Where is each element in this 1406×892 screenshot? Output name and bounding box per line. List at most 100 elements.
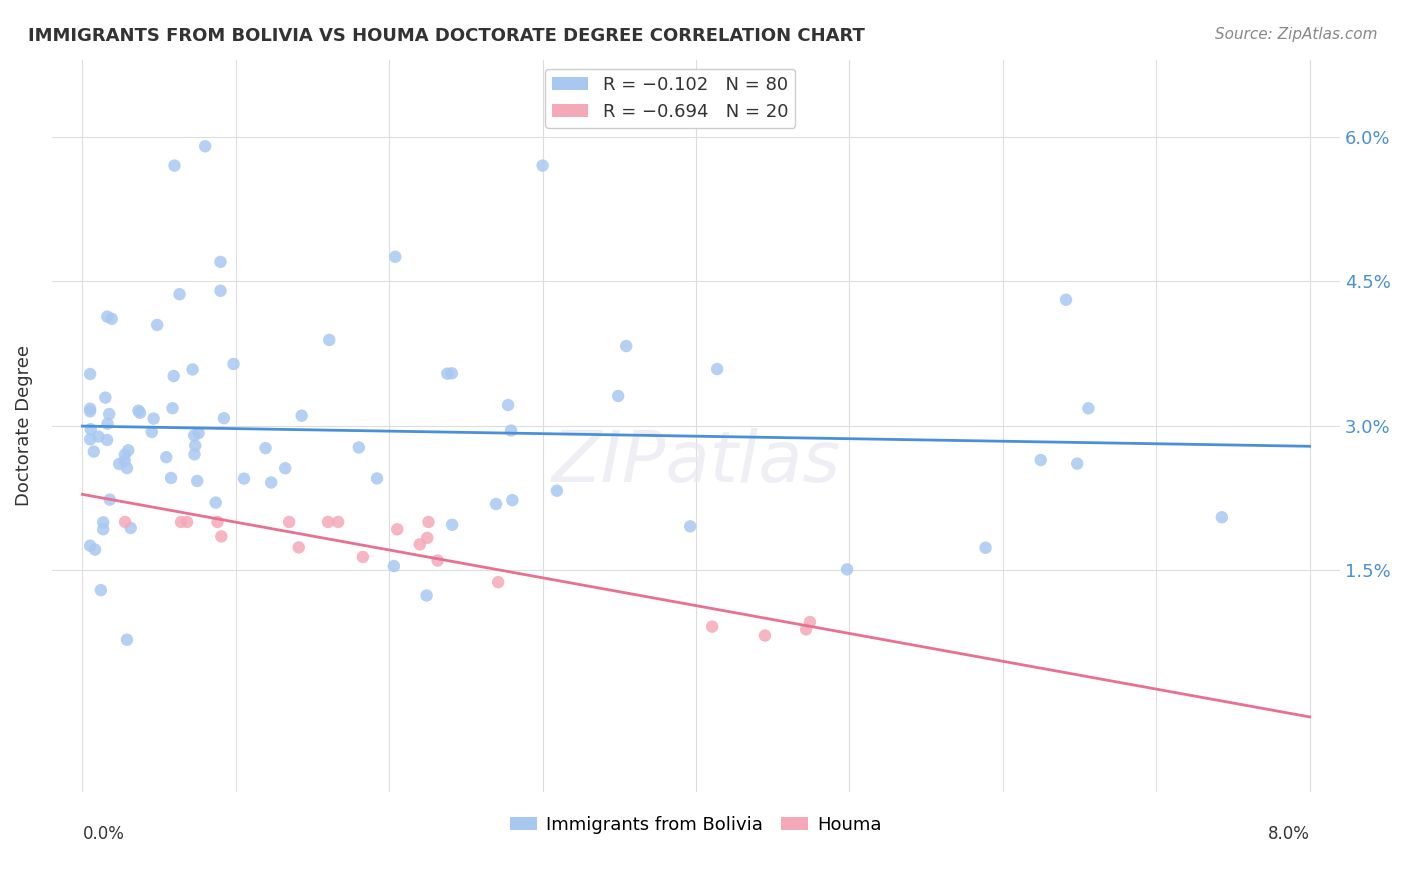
Point	[181, 362, 204, 376]
Point	[974, 541, 997, 555]
Point	[79, 404, 101, 418]
Point	[162, 401, 184, 416]
Point	[87, 429, 110, 443]
Point	[326, 515, 349, 529]
Text: 0.0%: 0.0%	[83, 825, 124, 844]
Point	[176, 515, 198, 529]
Y-axis label: Doctorate Degree: Doctorate Degree	[15, 345, 32, 506]
Point	[79, 367, 101, 381]
Legend: Immigrants from Bolivia, Houma: Immigrants from Bolivia, Houma	[503, 809, 889, 841]
Point	[163, 369, 186, 384]
Point	[347, 441, 370, 455]
Text: ZIPatlas: ZIPatlas	[551, 428, 841, 497]
Point	[254, 441, 277, 455]
Point	[170, 515, 193, 529]
Point	[94, 391, 117, 405]
Point	[114, 454, 136, 468]
Point	[79, 422, 101, 436]
Point	[607, 389, 630, 403]
Point	[163, 159, 186, 173]
Point	[274, 461, 297, 475]
Point	[278, 515, 301, 529]
Point	[96, 433, 118, 447]
Point	[318, 333, 340, 347]
Point	[204, 495, 226, 509]
Point	[98, 407, 121, 421]
Point	[1029, 453, 1052, 467]
Point	[291, 409, 314, 423]
Point	[127, 403, 149, 417]
Point	[409, 537, 432, 551]
Point	[209, 284, 232, 298]
Point	[115, 461, 138, 475]
Point	[91, 522, 114, 536]
Point	[496, 398, 519, 412]
Point	[115, 632, 138, 647]
Point	[799, 615, 821, 629]
Point	[679, 519, 702, 533]
Point	[260, 475, 283, 490]
Point	[546, 483, 568, 498]
Point	[418, 515, 440, 529]
Point	[100, 311, 122, 326]
Point	[169, 287, 191, 301]
Point	[120, 521, 142, 535]
Point	[96, 310, 118, 324]
Point	[108, 457, 131, 471]
Point	[79, 539, 101, 553]
Point	[207, 515, 229, 529]
Point	[485, 497, 508, 511]
Point	[79, 433, 101, 447]
Point	[183, 428, 205, 442]
Point	[531, 159, 554, 173]
Point	[183, 447, 205, 461]
Point	[84, 542, 107, 557]
Point	[160, 471, 183, 485]
Point	[194, 139, 217, 153]
Point	[754, 628, 776, 642]
Point	[187, 426, 209, 441]
Point	[287, 541, 309, 555]
Point	[142, 411, 165, 425]
Point	[1054, 293, 1077, 307]
Point	[155, 450, 177, 465]
Point	[1066, 457, 1088, 471]
Point	[91, 516, 114, 530]
Point	[426, 553, 449, 567]
Point	[486, 575, 509, 590]
Point	[436, 367, 458, 381]
Point	[835, 562, 858, 576]
Point	[1077, 401, 1099, 416]
Point	[366, 471, 388, 485]
Point	[114, 448, 136, 462]
Point	[706, 362, 728, 376]
Point	[184, 439, 207, 453]
Point	[83, 444, 105, 458]
Point	[387, 522, 409, 536]
Point	[352, 549, 374, 564]
Point	[114, 515, 136, 529]
Point	[415, 589, 437, 603]
Point	[499, 424, 522, 438]
Point	[222, 357, 245, 371]
Point	[141, 425, 163, 439]
Point	[794, 623, 817, 637]
Text: IMMIGRANTS FROM BOLIVIA VS HOUMA DOCTORATE DEGREE CORRELATION CHART: IMMIGRANTS FROM BOLIVIA VS HOUMA DOCTORA…	[28, 27, 865, 45]
Point	[186, 474, 208, 488]
Point	[79, 401, 101, 416]
Point	[1211, 510, 1233, 524]
Point	[501, 493, 523, 508]
Point	[233, 472, 256, 486]
Point	[441, 517, 464, 532]
Point	[146, 318, 169, 332]
Point	[384, 250, 406, 264]
Point	[209, 529, 232, 543]
Point	[90, 583, 112, 598]
Point	[96, 417, 118, 431]
Point	[129, 406, 152, 420]
Point	[212, 411, 235, 425]
Point	[382, 559, 405, 574]
Text: 8.0%: 8.0%	[1268, 825, 1309, 844]
Point	[416, 531, 439, 545]
Point	[117, 443, 139, 458]
